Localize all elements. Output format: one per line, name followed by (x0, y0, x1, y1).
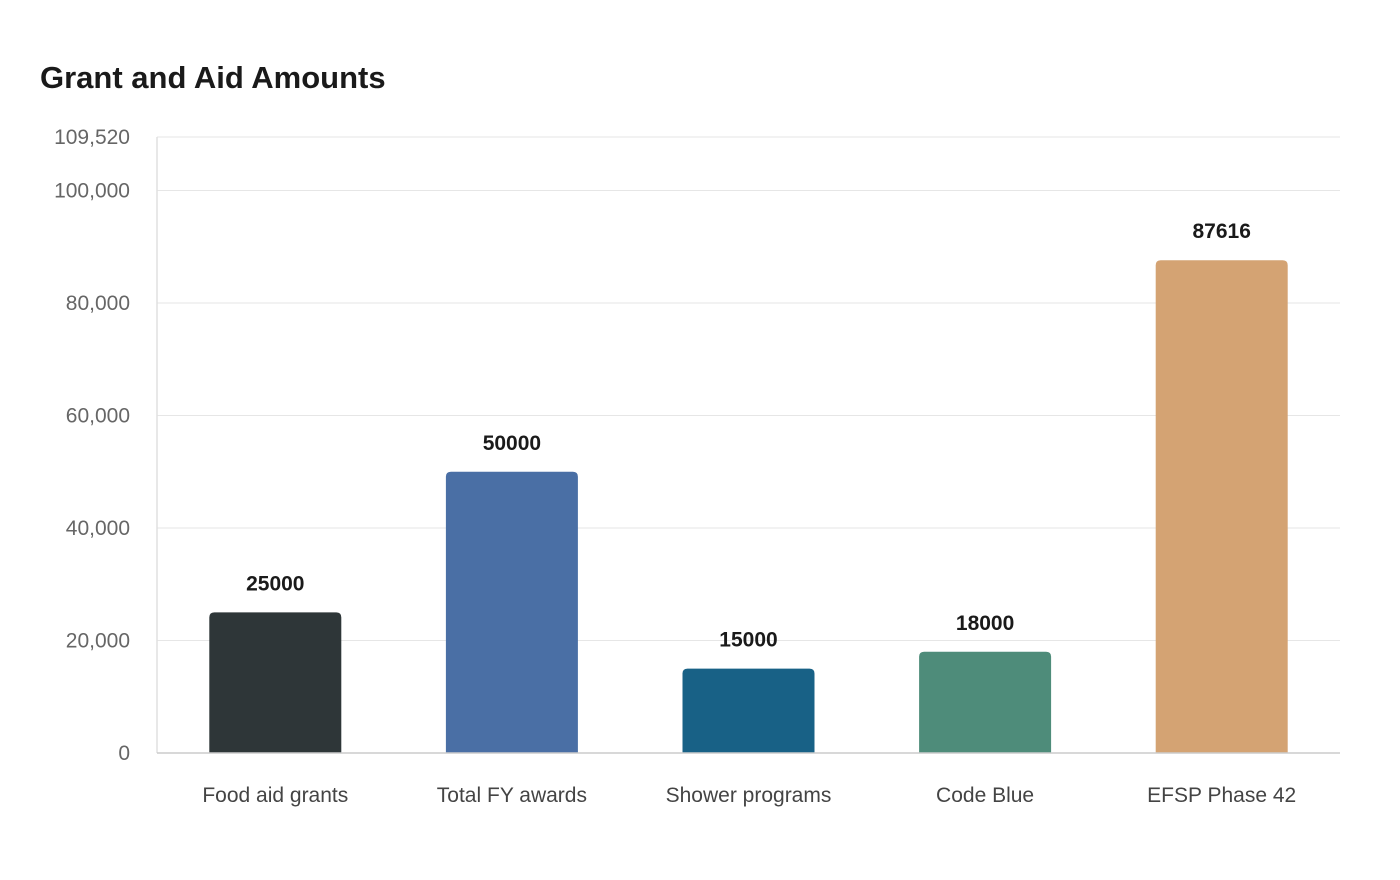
y-tick-label: 40,000 (66, 517, 130, 540)
axes (156, 137, 1340, 754)
bar (445, 471, 578, 753)
bars (209, 260, 1288, 753)
labels: 0 20,000 40,000 60,000 80,000 100,000 109,520 2… (54, 126, 1296, 807)
y-tick-label: 109,520 (54, 126, 130, 149)
gridlines (157, 136, 1340, 642)
x-tick-label: Shower programs (666, 784, 832, 807)
data-label: 15000 (719, 629, 777, 652)
bar (919, 651, 1052, 753)
data-label: 50000 (483, 432, 541, 455)
bar (209, 612, 342, 753)
y-tick-label: 80,000 (66, 292, 130, 315)
data-label: 87616 (1192, 220, 1250, 243)
bar (682, 668, 815, 753)
x-tick-label: Food aid grants (202, 784, 348, 807)
y-tick-label: 60,000 (66, 405, 130, 428)
x-tick-label: Code Blue (936, 784, 1034, 807)
bar (1155, 260, 1288, 753)
y-tick-label: 100,000 (54, 180, 130, 203)
x-tick-label: Total FY awards (437, 784, 587, 807)
x-tick-label: EFSP Phase 42 (1147, 784, 1296, 807)
chart-title: Grant and Aid Amounts (40, 60, 386, 95)
data-label: 18000 (956, 612, 1014, 635)
y-tick-label: 0 (118, 742, 130, 765)
data-label: 25000 (246, 572, 304, 595)
y-tick-label: 20,000 (66, 630, 130, 653)
